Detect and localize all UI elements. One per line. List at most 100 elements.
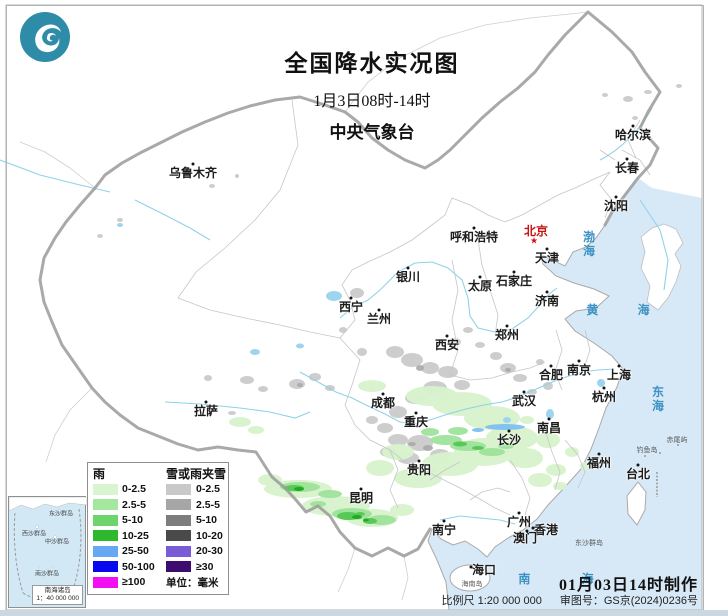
map-approval-number: 审图号：GS京(2024)0236号 [559, 595, 698, 607]
islet-label: 东沙群岛 [575, 540, 603, 547]
city-marker [631, 124, 635, 128]
map-meta-line: 比例尺 1:20 000 000 审图号：GS京(2024)0236号 [442, 592, 698, 608]
islet-label: 赤尾屿 [666, 437, 688, 444]
inset-scale: 1：40 000 000 [36, 594, 79, 602]
city-marker [204, 400, 208, 404]
city-label: 台北 [625, 467, 651, 481]
legend: 雨雪或雨夹雪 0-2.5 0-2.5 2.5-5 2.5-5 5-10 5-10 10-25 1… [87, 462, 229, 595]
city-label: 南昌 [536, 421, 562, 435]
legend-rain-swatch [93, 530, 118, 542]
city-marker [406, 266, 410, 270]
city-label: 广州 [506, 515, 532, 529]
legend-snow-swatch [166, 514, 191, 526]
legend-snow-swatch [166, 530, 191, 542]
sea-label: 黄 海 [586, 303, 668, 318]
city-marker [547, 417, 551, 421]
city-label: 哈尔滨 [614, 128, 652, 142]
legend-snow-swatch [166, 561, 191, 573]
city-label: 海口 [471, 563, 497, 577]
city-label: 拉萨 [193, 404, 219, 418]
city-label: 乌鲁木齐 [168, 166, 218, 180]
city-marker [445, 334, 449, 338]
city-label: 澳门 [512, 531, 538, 545]
korea-landmass [640, 223, 684, 311]
province-borders [177, 99, 651, 516]
city-label: 北京 [523, 224, 549, 238]
city-marker [377, 308, 381, 312]
city-marker [359, 487, 363, 491]
legend-rain-range: 5-10 [122, 514, 144, 527]
city-label: 南京 [566, 363, 592, 377]
south-china-sea-inset: 东沙群岛 西沙群岛 中沙群岛 南沙群岛 南海诸岛 1：40 000 000 [8, 496, 87, 608]
legend-rain-range: 10-25 [122, 529, 149, 542]
inset-islet-label: 南沙群岛 [34, 571, 60, 578]
legend-snow-range: 10-20 [196, 529, 223, 542]
legend-rain-range: 0-2.5 [122, 483, 146, 496]
sea-label: 东 海 [651, 385, 665, 413]
title-block: 全国降水实况图 1月3日08时-14时 中央气象台 [262, 44, 482, 143]
city-marker [625, 157, 629, 161]
city-label: 呼和浩特 [449, 230, 499, 244]
city-label: 南宁 [431, 523, 457, 537]
city-marker [512, 270, 516, 274]
legend-snow-swatch [166, 499, 191, 511]
inset-islands [32, 509, 61, 591]
city-marker [549, 364, 553, 368]
production-time: 01月03日14时制作 [558, 577, 698, 594]
city-label: 重庆 [403, 415, 429, 429]
rain-areas-25-50 [472, 424, 525, 432]
rain-areas-heaviest [294, 487, 369, 522]
legend-snow-range: 0-2.5 [196, 483, 220, 496]
logo-circle [20, 12, 70, 62]
city-label: 合肥 [538, 368, 564, 382]
inset-islet-label: 中沙群岛 [44, 539, 70, 546]
city-marker [545, 247, 549, 251]
city-label: 长沙 [496, 433, 522, 447]
legend-snow-range: 20-30 [196, 545, 223, 558]
rivers [0, 107, 669, 525]
bottom-strip [0, 610, 728, 616]
islet-label: 海南岛 [461, 581, 483, 588]
map-scale: 比例尺 1:20 000 000 [441, 595, 542, 607]
city-marker [531, 526, 535, 530]
time-range: 1月3日08时-14时 [313, 93, 431, 110]
legend-rain-range: 50-100 [122, 560, 155, 573]
lakes [117, 223, 605, 423]
snow-areas-dense [297, 365, 511, 451]
legend-rain-range: 25-50 [122, 545, 149, 558]
city-label: 太原 [467, 279, 493, 293]
city-marker [414, 411, 418, 415]
legend-rain-header: 雨 [93, 467, 106, 482]
city-label: 上海 [606, 368, 632, 382]
diaoyu-islets [644, 444, 679, 457]
city-marker [191, 162, 195, 166]
legend-rain-swatch [93, 561, 118, 573]
page-title: 全国降水实况图 [284, 51, 460, 76]
sea-label: 南 海 [518, 572, 618, 587]
legend-rain-swatch [93, 545, 118, 557]
city-label: 福州 [586, 456, 612, 470]
legend-rain-swatch [93, 514, 118, 526]
capital-marker: ★ [529, 235, 539, 246]
city-label: 郑州 [494, 328, 520, 342]
city-marker [602, 386, 606, 390]
inset-mainland [9, 497, 87, 512]
city-marker [381, 392, 385, 396]
foreign-borders [19, 11, 589, 601]
city-label: 天津 [534, 251, 560, 265]
city-marker [469, 565, 473, 569]
city-marker [505, 324, 509, 328]
logo-swirl [35, 24, 61, 53]
city-marker [597, 452, 601, 456]
city-label: 成都 [370, 396, 396, 410]
islet-label: 钓鱼岛 [636, 447, 658, 454]
city-marker [522, 390, 526, 394]
coastline [427, 224, 624, 611]
inset-islet-label: 西沙群岛 [21, 531, 47, 538]
city-marker [545, 290, 549, 294]
city-marker [614, 195, 618, 199]
agency-name: 中央气象台 [329, 123, 415, 142]
legend-snow-range: 5-10 [196, 514, 218, 527]
